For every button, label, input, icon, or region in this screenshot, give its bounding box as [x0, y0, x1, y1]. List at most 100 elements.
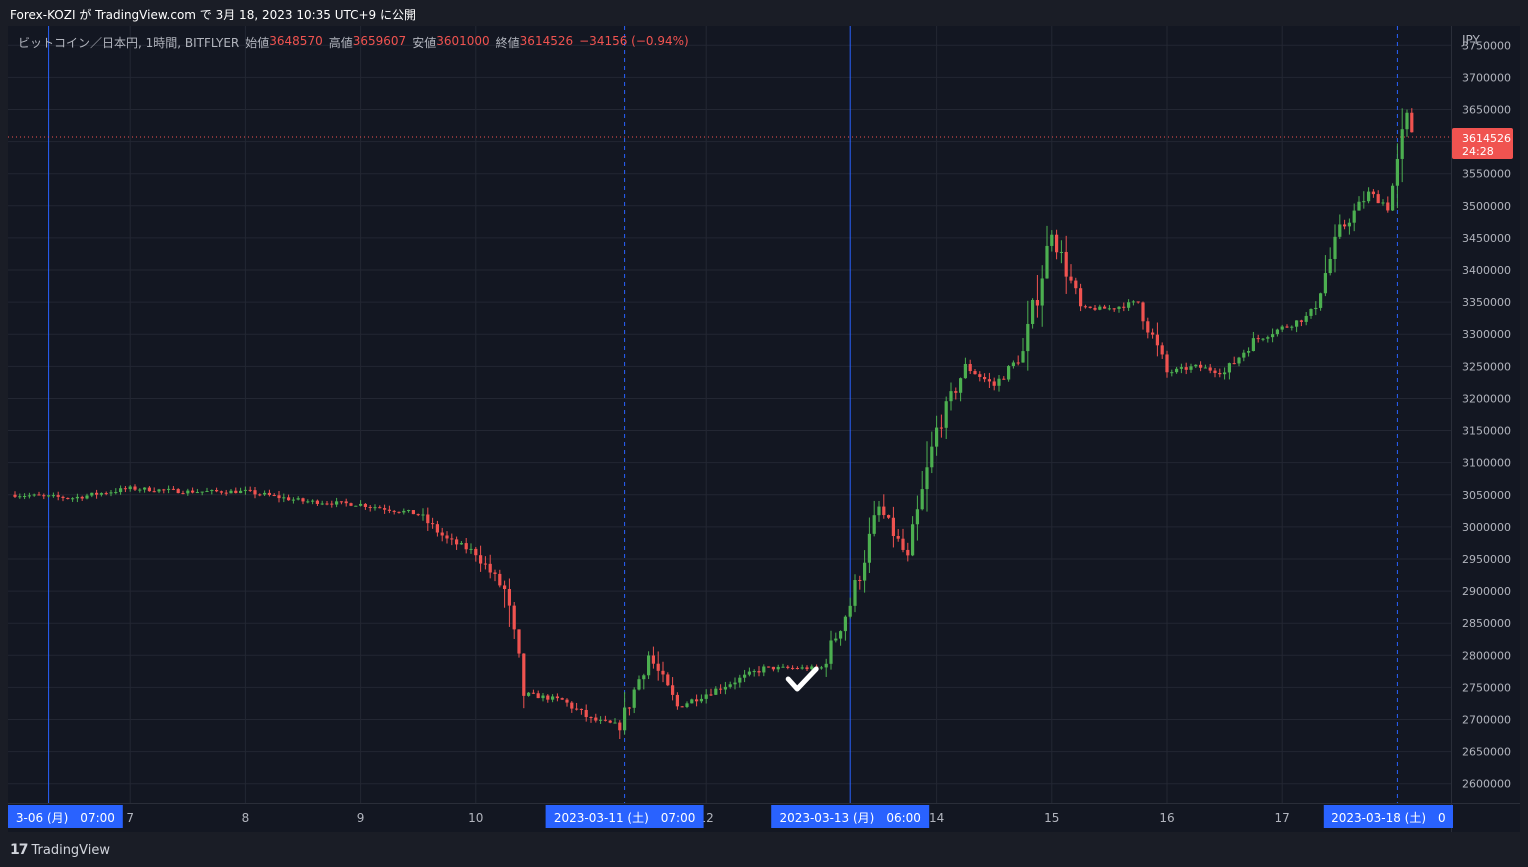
candle[interactable]: [949, 382, 953, 411]
candle[interactable]: [243, 486, 247, 495]
candle[interactable]: [680, 705, 684, 708]
candle[interactable]: [695, 694, 699, 707]
candle[interactable]: [848, 597, 852, 619]
candle[interactable]: [1146, 317, 1150, 339]
candle[interactable]: [1131, 300, 1135, 306]
candle[interactable]: [42, 493, 46, 500]
candle[interactable]: [728, 681, 732, 689]
candle[interactable]: [997, 374, 1001, 392]
candle[interactable]: [541, 692, 545, 702]
candle[interactable]: [354, 505, 358, 507]
candle[interactable]: [939, 414, 943, 438]
candle[interactable]: [843, 615, 847, 641]
candle[interactable]: [1040, 265, 1044, 327]
candle[interactable]: [474, 546, 478, 562]
candle[interactable]: [147, 486, 151, 492]
candle[interactable]: [1160, 342, 1164, 359]
candle[interactable]: [1069, 264, 1073, 284]
candle[interactable]: [1319, 292, 1323, 311]
candle[interactable]: [819, 665, 823, 670]
candle[interactable]: [416, 513, 420, 517]
candle[interactable]: [704, 689, 708, 704]
candle[interactable]: [1285, 324, 1289, 329]
candle[interactable]: [1371, 189, 1375, 198]
candle[interactable]: [1141, 301, 1145, 330]
candle[interactable]: [75, 493, 79, 503]
candle[interactable]: [459, 541, 463, 545]
candle[interactable]: [1275, 328, 1279, 337]
candle[interactable]: [786, 665, 790, 670]
candle[interactable]: [1352, 203, 1356, 232]
candle[interactable]: [882, 494, 886, 519]
candle[interactable]: [47, 494, 51, 498]
candle[interactable]: [143, 487, 147, 493]
candle[interactable]: [71, 497, 75, 502]
candle[interactable]: [195, 488, 199, 494]
candle[interactable]: [1386, 196, 1390, 213]
candle[interactable]: [503, 580, 507, 608]
candle[interactable]: [325, 501, 329, 506]
candle[interactable]: [85, 493, 89, 500]
candle[interactable]: [507, 578, 511, 627]
candle[interactable]: [1031, 298, 1035, 329]
candle[interactable]: [1098, 304, 1102, 311]
candle[interactable]: [963, 357, 967, 379]
candle[interactable]: [397, 511, 401, 514]
candle[interactable]: [1079, 283, 1083, 312]
candle[interactable]: [1242, 349, 1246, 362]
candle[interactable]: [733, 677, 737, 690]
candle[interactable]: [1271, 328, 1275, 343]
candle[interactable]: [1136, 301, 1140, 304]
candle[interactable]: [1208, 363, 1212, 374]
candle[interactable]: [858, 575, 862, 590]
candle[interactable]: [263, 490, 267, 496]
candle[interactable]: [407, 509, 411, 513]
candle[interactable]: [935, 415, 939, 456]
candle[interactable]: [594, 713, 598, 723]
candle[interactable]: [767, 666, 771, 668]
candle[interactable]: [853, 574, 857, 613]
candle[interactable]: [119, 485, 123, 495]
candle[interactable]: [51, 492, 55, 498]
candle[interactable]: [368, 504, 372, 512]
candle[interactable]: [829, 630, 833, 670]
candle[interactable]: [925, 441, 929, 512]
candle[interactable]: [167, 485, 171, 494]
candle[interactable]: [824, 658, 828, 677]
candle[interactable]: [805, 665, 809, 672]
candle[interactable]: [560, 697, 564, 700]
candle[interactable]: [315, 499, 319, 507]
candle[interactable]: [1391, 183, 1395, 212]
candle[interactable]: [157, 488, 161, 494]
candle[interactable]: [363, 503, 367, 510]
candle[interactable]: [282, 493, 286, 503]
candle[interactable]: [267, 489, 271, 497]
candle[interactable]: [608, 719, 612, 724]
candle[interactable]: [1112, 308, 1116, 312]
candle[interactable]: [1299, 319, 1303, 327]
candle[interactable]: [1189, 363, 1193, 373]
candle[interactable]: [1314, 301, 1318, 316]
candle[interactable]: [1410, 108, 1414, 133]
candle[interactable]: [551, 694, 555, 703]
candle[interactable]: [1251, 331, 1255, 352]
candle[interactable]: [56, 491, 60, 501]
candle[interactable]: [123, 486, 127, 493]
candle[interactable]: [306, 499, 310, 504]
candle[interactable]: [906, 542, 910, 562]
candle[interactable]: [1107, 305, 1111, 311]
candle[interactable]: [291, 497, 295, 504]
candle[interactable]: [95, 489, 99, 499]
candle[interactable]: [723, 681, 727, 695]
candle[interactable]: [176, 488, 180, 494]
checkmark-annotation-icon[interactable]: [785, 666, 819, 692]
candle[interactable]: [373, 504, 377, 511]
candle[interactable]: [685, 701, 689, 709]
candle[interactable]: [1333, 224, 1337, 273]
candle[interactable]: [23, 493, 27, 500]
candle[interactable]: [479, 545, 483, 572]
candle[interactable]: [1122, 302, 1126, 312]
candle[interactable]: [1247, 347, 1251, 357]
candle[interactable]: [1064, 235, 1068, 294]
candle[interactable]: [891, 506, 895, 548]
